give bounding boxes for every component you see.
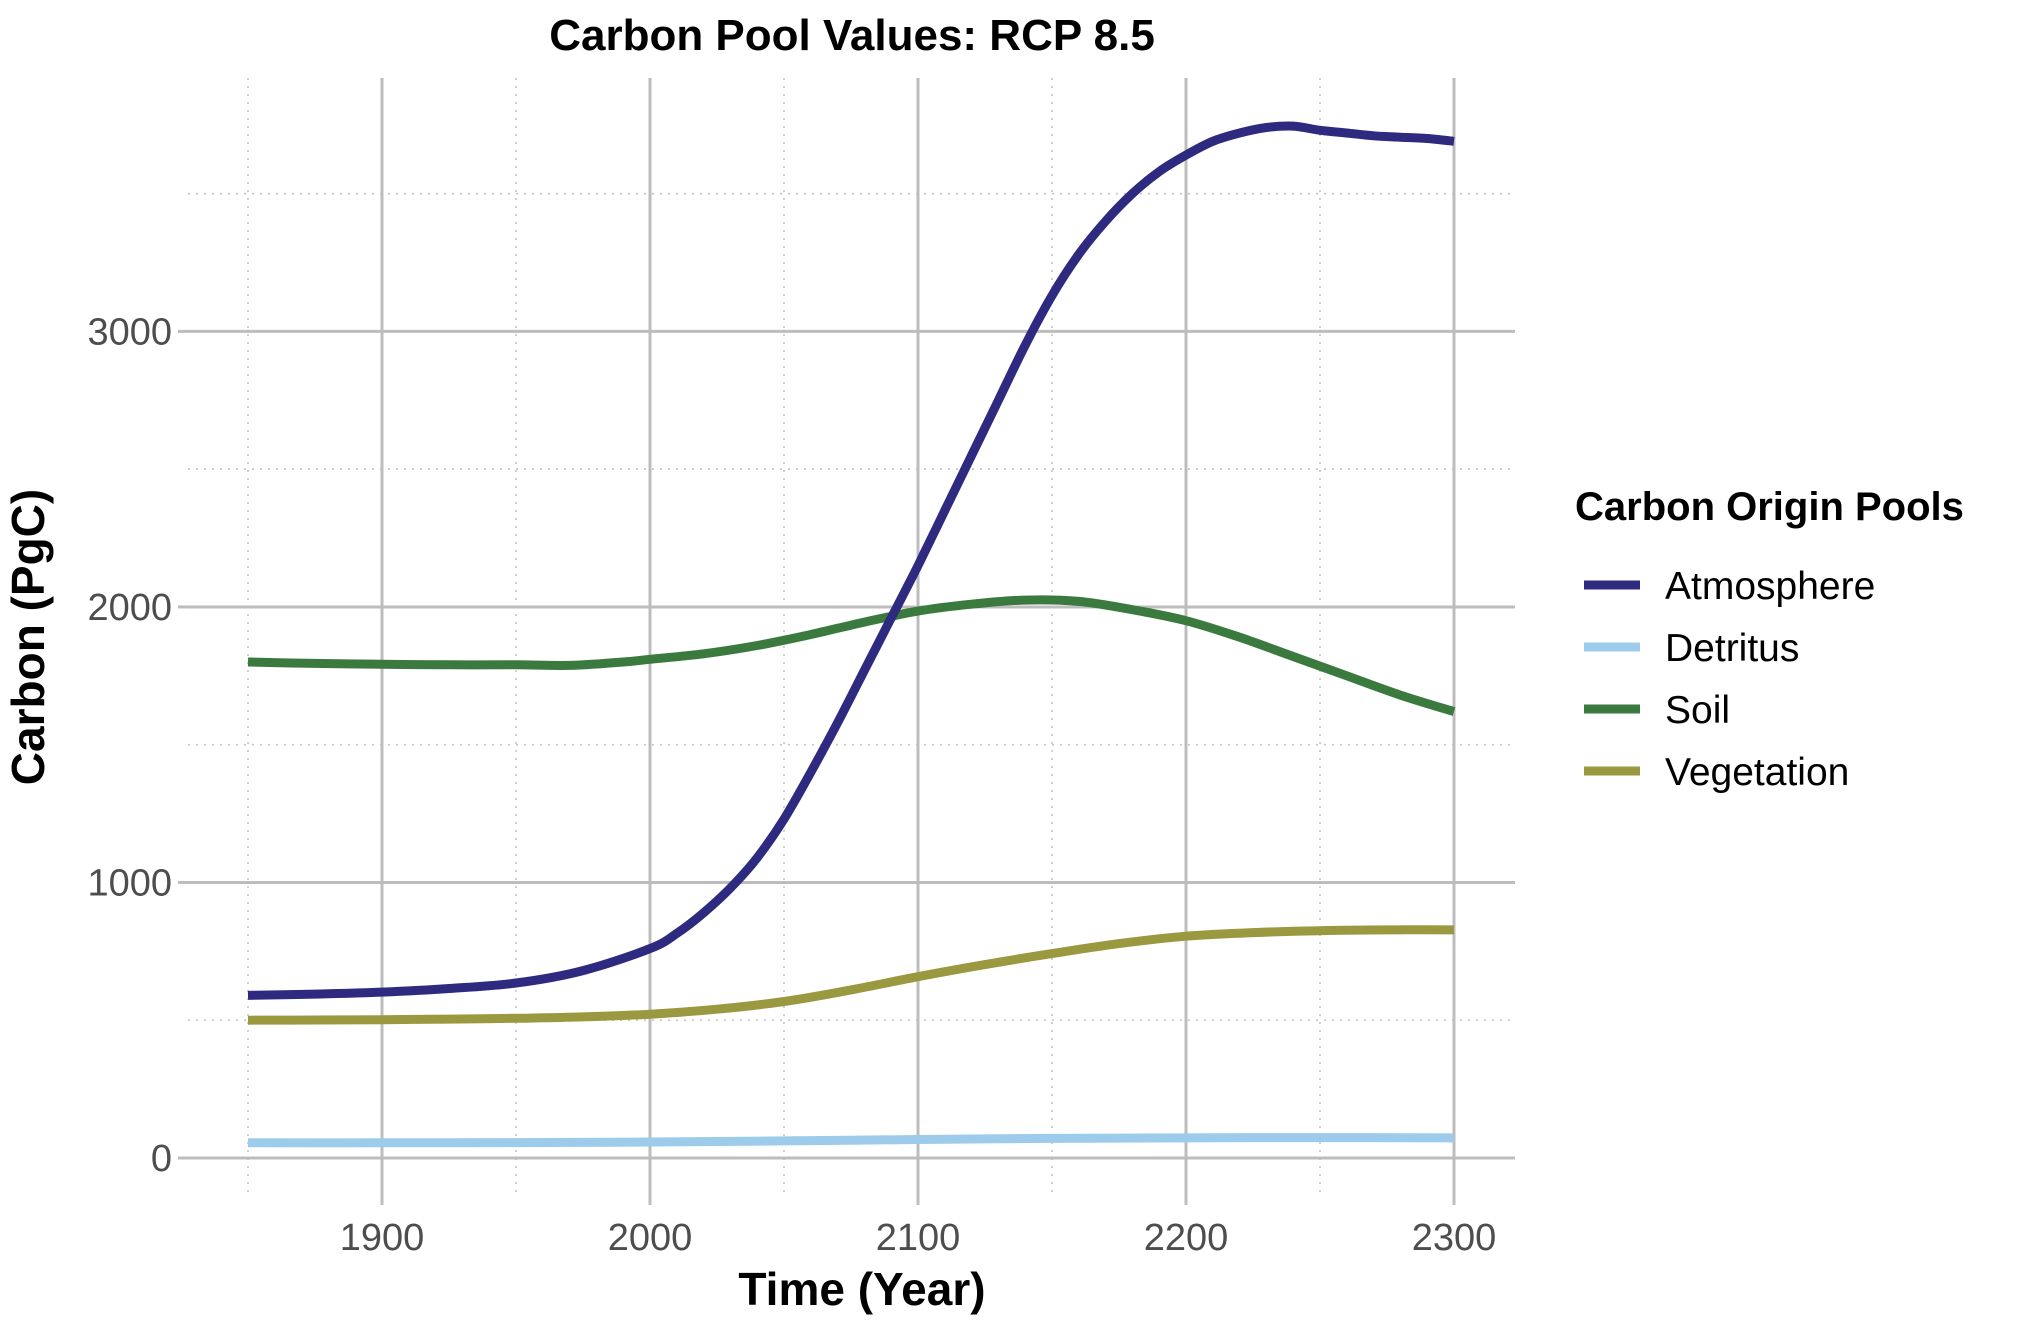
- legend-items: Atmosphere Detritus Soil Vegetation: [1584, 565, 1875, 794]
- x-tick-label: 2300: [1412, 1217, 1497, 1259]
- y-tick-label: 3000: [87, 311, 172, 353]
- legend-label-detritus: Detritus: [1665, 627, 1799, 670]
- x-tick-label: 2100: [876, 1217, 961, 1259]
- axis-ticks: [178, 329, 1456, 1205]
- legend-item-atmosphere: Atmosphere: [1584, 565, 1875, 608]
- legend: Carbon Origin Pools Atmosphere Detritus So…: [1575, 485, 1964, 794]
- x-tick-label: 2200: [1144, 1217, 1229, 1259]
- y-tick-label: 2000: [87, 587, 172, 629]
- series-line-soil: [247, 595, 1456, 716]
- legend-label-atmosphere: Atmosphere: [1665, 565, 1875, 608]
- series-line-atmosphere: [247, 121, 1455, 1000]
- chart-title: Carbon Pool Values: RCP 8.5: [549, 11, 1155, 60]
- minor-gridlines: [188, 78, 1515, 1195]
- series-line-detritus: [247, 1133, 1455, 1148]
- series-lines: [247, 121, 1456, 1148]
- x-tick-label: 2000: [608, 1217, 693, 1259]
- y-tick-label: 1000: [87, 862, 172, 904]
- legend-item-detritus: Detritus: [1584, 627, 1799, 670]
- legend-label-vegetation: Vegetation: [1665, 751, 1849, 794]
- legend-item-vegetation: Vegetation: [1584, 751, 1849, 794]
- legend-title: Carbon Origin Pools: [1575, 485, 1964, 529]
- y-tick-label: 0: [151, 1138, 172, 1180]
- tick-labels: 1900 2000 2100 2200 2300 0 1000 2000 3000: [87, 311, 1496, 1259]
- y-axis-title: Carbon (PgC): [2, 489, 54, 785]
- major-gridlines: [188, 78, 1515, 1195]
- series-line-vegetation: [247, 925, 1455, 1025]
- legend-label-soil: Soil: [1665, 689, 1730, 732]
- legend-item-soil: Soil: [1584, 689, 1730, 732]
- x-axis-title: Time (Year): [738, 1263, 985, 1315]
- x-tick-label: 1900: [340, 1217, 425, 1259]
